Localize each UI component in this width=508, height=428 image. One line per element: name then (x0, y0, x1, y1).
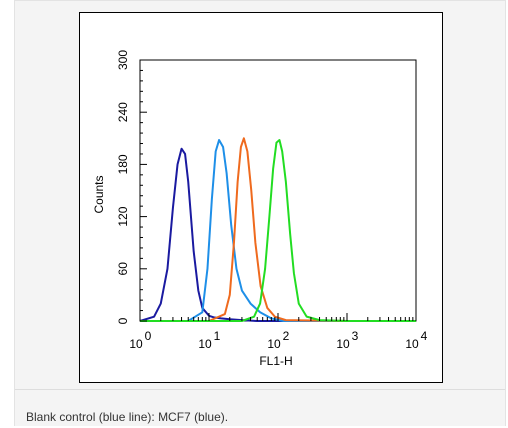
x-tick-label: 10 (267, 337, 281, 351)
y-tick-label: 0 (116, 317, 130, 324)
series-line-2 (140, 139, 416, 322)
y-tick-label: 120 (116, 206, 130, 226)
y-tick-label: 300 (116, 50, 130, 70)
x-tick-exponent: 1 (214, 329, 221, 343)
x-tick-exponent: 4 (421, 329, 428, 343)
series-line-4 (140, 139, 416, 322)
x-tick-exponent: 2 (283, 329, 290, 343)
x-tick-label: 10 (129, 337, 143, 351)
x-tick-label: 10 (198, 337, 212, 351)
x-tick-exponent: 0 (145, 329, 152, 343)
x-tick-exponent: 3 (352, 329, 359, 343)
x-axis-title: FL1-H (259, 354, 292, 368)
y-tick-label: 180 (116, 154, 130, 174)
y-tick-label: 240 (116, 102, 130, 122)
figure-caption: Blank control (blue line): MCF7 (blue). (26, 410, 229, 424)
series-line-3 (140, 137, 416, 322)
x-tick-label: 10 (336, 337, 350, 351)
plot-area-frame (139, 59, 417, 322)
x-tick-label: 10 (405, 337, 419, 351)
y-tick-label: 60 (116, 262, 130, 276)
caption-area (15, 389, 505, 426)
series-line-1 (139, 147, 416, 322)
y-axis-title: Counts (92, 175, 106, 213)
